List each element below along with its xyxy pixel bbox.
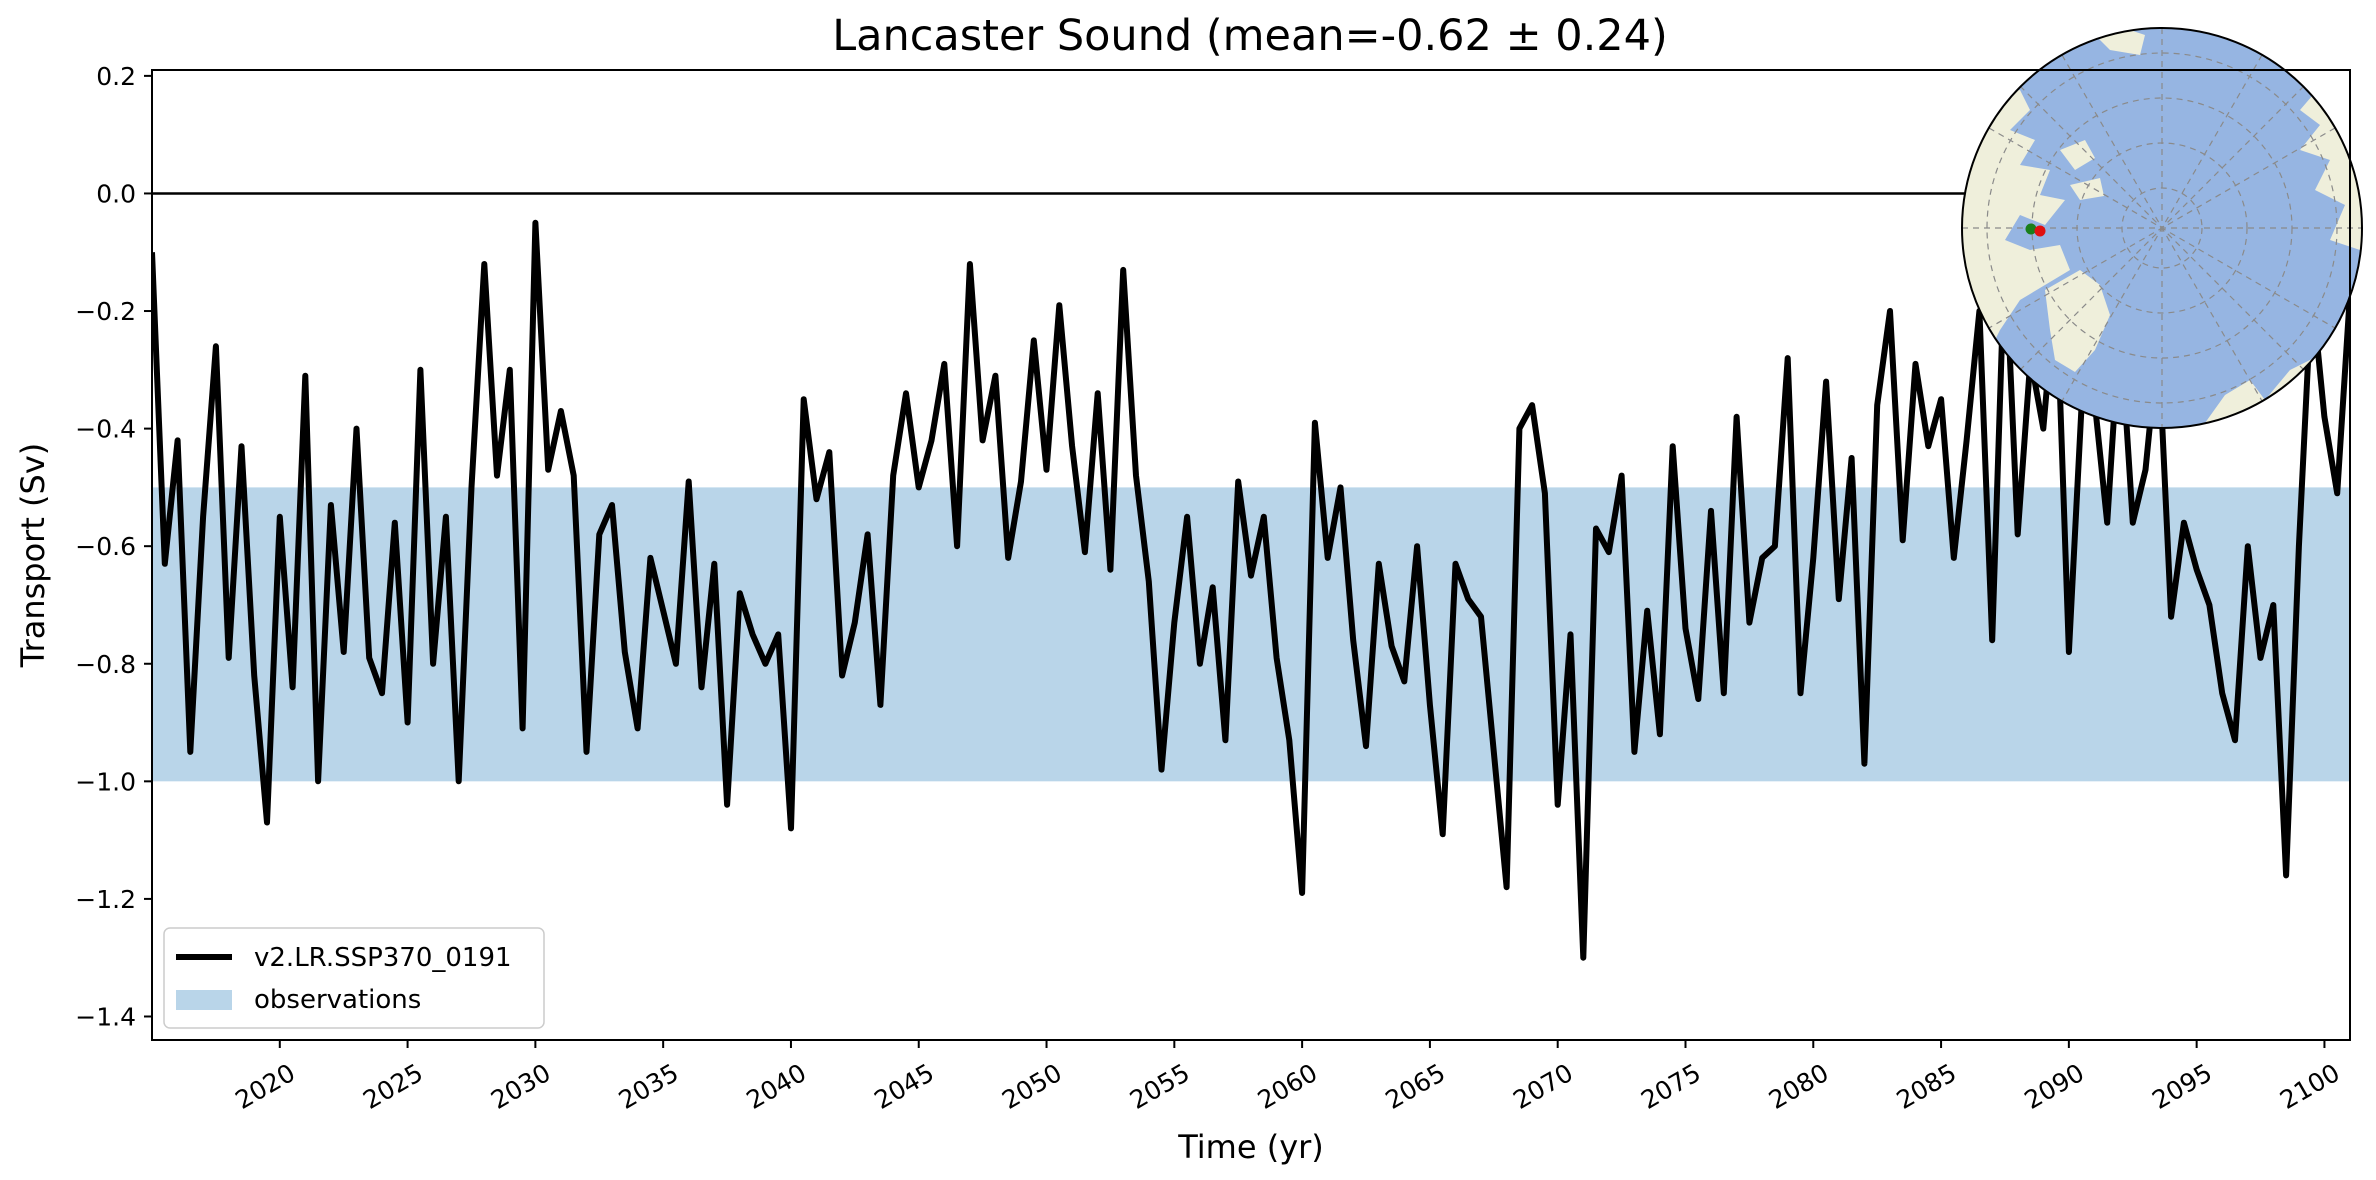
chart-title: Lancaster Sound (mean=-0.62 ± 0.24)	[832, 11, 1668, 61]
plot-frame	[151, 69, 2351, 1041]
legend-observations-label: observations	[254, 985, 421, 1015]
y-tick-label: −0.4	[75, 415, 136, 444]
map-graticule	[1962, 28, 2362, 428]
x-tick-label: 2095	[2147, 1058, 2217, 1115]
x-tick-label: 2050	[997, 1058, 1067, 1115]
x-tick-label: 2045	[869, 1058, 939, 1115]
x-tick-label: 2080	[1764, 1058, 1834, 1115]
map-land-greenland	[2045, 270, 2110, 372]
x-tick-label: 2040	[742, 1058, 812, 1115]
series-line-v2-lr-ssp370-0191	[152, 219, 2350, 961]
y-axis-ticks: 0.2 0.0 −0.2 −0.4 −0.6 −0.8 −1.0 −1.2 −1.4	[75, 62, 152, 1031]
legend-box	[163, 927, 545, 1029]
x-axis-ticks: 2020 2025 2030 2035 2040 2045 2050 2055 2060 2065…	[230, 1040, 2345, 1115]
x-tick-label: 2075	[1636, 1058, 1706, 1115]
section-start-marker	[2025, 223, 2037, 235]
x-tick-label: 2060	[1253, 1058, 1323, 1115]
y-axis-label: Transport (Sv)	[14, 443, 52, 669]
x-tick-label: 2025	[358, 1058, 428, 1115]
x-tick-label: 2070	[1508, 1058, 1578, 1115]
map-land-north-america	[1962, 90, 2070, 385]
legend: v2.LR.SSP370_0191 observations	[163, 927, 545, 1029]
y-tick-label: −1.4	[75, 1002, 136, 1031]
x-tick-label: 2085	[1892, 1058, 1962, 1115]
y-tick-label: 0.0	[96, 179, 136, 208]
x-tick-label: 2100	[2275, 1058, 2345, 1115]
legend-series-label: v2.LR.SSP370_0191	[254, 943, 512, 973]
y-tick-label: −1.0	[75, 767, 136, 796]
y-tick-label: −0.2	[75, 297, 136, 326]
y-tick-label: −1.2	[75, 885, 136, 914]
x-axis-label: Time (yr)	[1177, 1128, 1324, 1166]
legend-observations-swatch	[176, 990, 232, 1010]
x-tick-label: 2035	[614, 1058, 684, 1115]
y-tick-label: −0.6	[75, 532, 136, 561]
x-tick-label: 2030	[486, 1058, 556, 1115]
x-tick-label: 2055	[1125, 1058, 1195, 1115]
y-tick-label: −0.8	[75, 650, 136, 679]
x-tick-label: 2065	[1381, 1058, 1451, 1115]
x-tick-label: 2020	[230, 1058, 300, 1115]
y-tick-label: 0.2	[96, 62, 136, 91]
x-tick-label: 2090	[2019, 1058, 2089, 1115]
section-end-marker	[2034, 225, 2046, 237]
map-land-archipelago	[2060, 140, 2104, 200]
map-border	[1961, 27, 2363, 429]
